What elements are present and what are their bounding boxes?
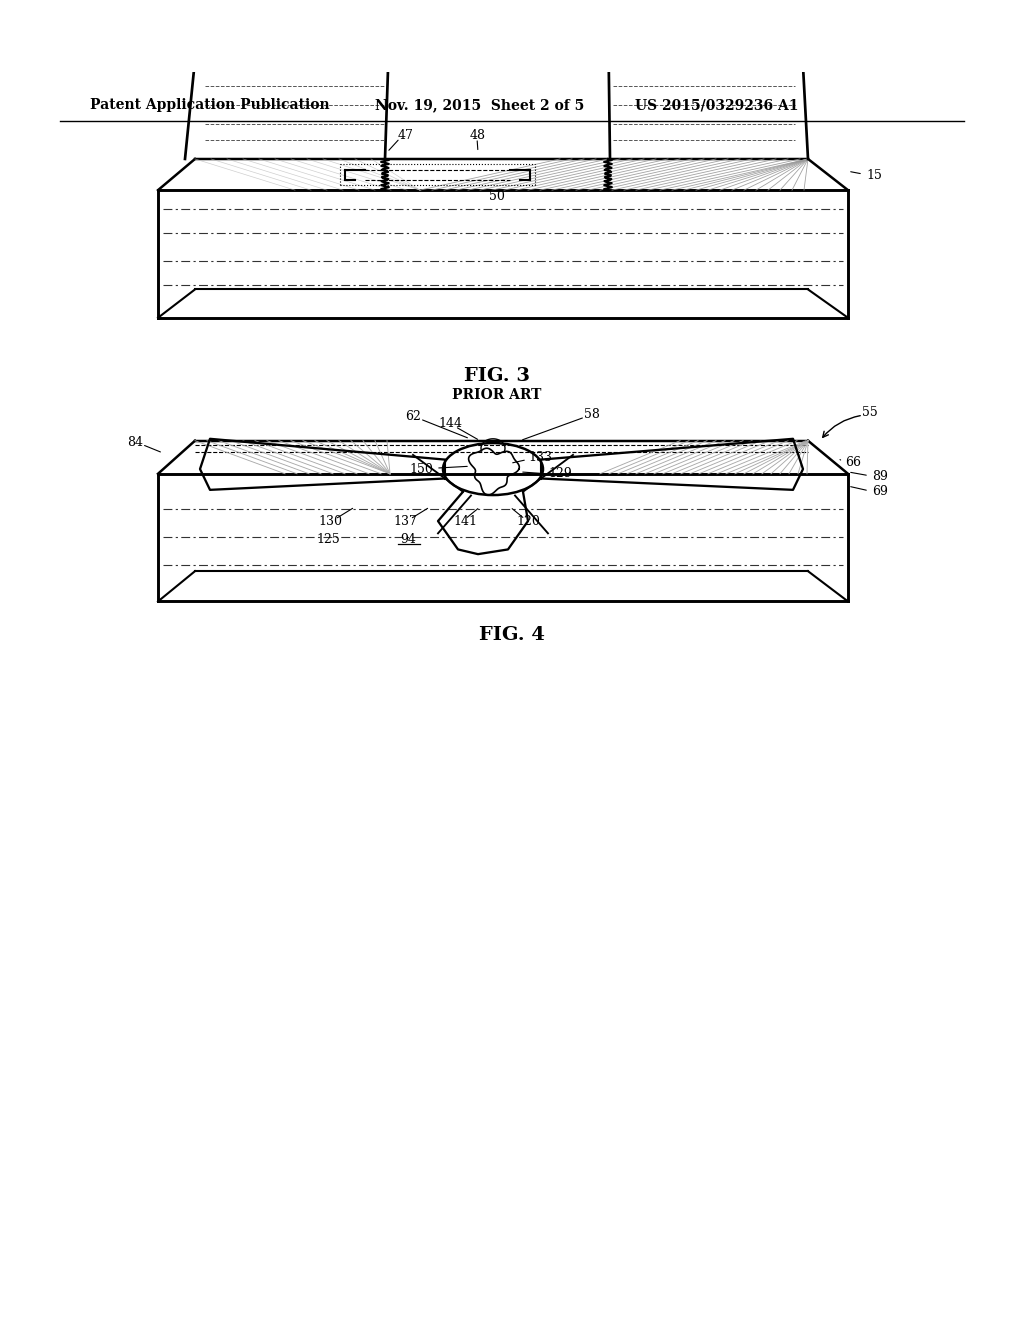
Text: 125: 125 — [316, 532, 340, 545]
Text: 47: 47 — [398, 129, 414, 141]
Text: 69: 69 — [872, 486, 888, 498]
Text: 133: 133 — [528, 451, 552, 465]
Text: FIG. 4: FIG. 4 — [479, 626, 545, 644]
Text: 58: 58 — [584, 408, 600, 421]
Text: 62: 62 — [406, 409, 421, 422]
Text: 150: 150 — [410, 462, 433, 475]
Text: 48: 48 — [470, 129, 486, 141]
Text: Patent Application Publication: Patent Application Publication — [90, 98, 330, 112]
Text: 50: 50 — [489, 190, 505, 203]
Text: US 2015/0329236 A1: US 2015/0329236 A1 — [635, 98, 799, 112]
Text: 120: 120 — [516, 515, 540, 528]
Text: FIG. 3: FIG. 3 — [464, 367, 530, 385]
Text: 66: 66 — [845, 455, 861, 469]
Text: 89: 89 — [872, 470, 888, 483]
Text: 137: 137 — [393, 515, 417, 528]
Text: 15: 15 — [866, 169, 882, 182]
Text: 144: 144 — [438, 417, 462, 430]
Text: PRIOR ART: PRIOR ART — [453, 388, 542, 403]
Text: Nov. 19, 2015  Sheet 2 of 5: Nov. 19, 2015 Sheet 2 of 5 — [375, 98, 585, 112]
Text: 55: 55 — [862, 405, 878, 418]
Text: 129: 129 — [548, 467, 571, 480]
Text: 130: 130 — [318, 515, 342, 528]
Text: 94: 94 — [400, 532, 416, 545]
Text: 84: 84 — [127, 436, 143, 449]
Text: 141: 141 — [453, 515, 477, 528]
